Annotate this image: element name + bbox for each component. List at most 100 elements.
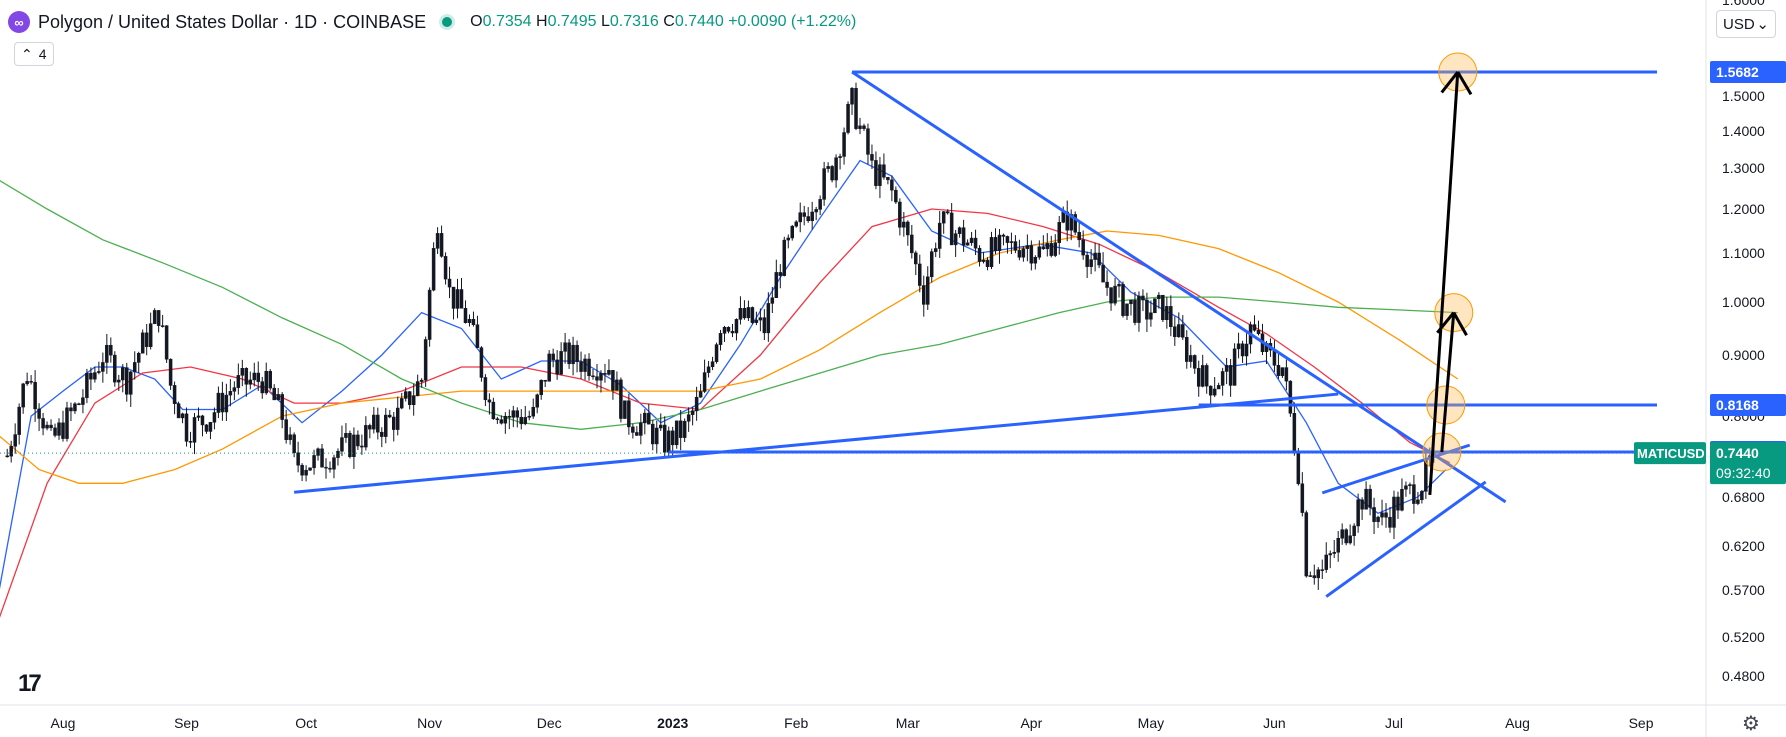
candle-body bbox=[734, 319, 739, 334]
candle-body bbox=[910, 234, 914, 254]
candle-body bbox=[244, 368, 249, 385]
x-tick-label: Feb bbox=[784, 715, 808, 731]
candle-body bbox=[200, 415, 205, 426]
candle-body bbox=[208, 422, 213, 432]
candle-body bbox=[666, 430, 671, 453]
candle-body bbox=[894, 189, 898, 203]
candle-body bbox=[1077, 231, 1081, 241]
candle-body bbox=[17, 406, 21, 435]
tradingview-logo-icon[interactable]: 17 bbox=[18, 670, 42, 697]
candle-body bbox=[1380, 512, 1384, 518]
x-tick-label: May bbox=[1138, 715, 1164, 731]
chevron-up-icon: ⌃ bbox=[21, 45, 33, 62]
candle-body bbox=[702, 372, 707, 392]
candle-body bbox=[539, 379, 543, 396]
candle-body bbox=[140, 332, 145, 354]
y-tick-label: 1.0000 bbox=[1722, 294, 1765, 310]
candle-body bbox=[826, 166, 830, 169]
candle-body bbox=[1396, 496, 1400, 511]
currency-select[interactable]: USD ⌄ bbox=[1716, 10, 1776, 38]
candle-body bbox=[356, 434, 360, 447]
candle-body bbox=[1376, 516, 1380, 522]
candle-body bbox=[431, 248, 436, 291]
candle-body bbox=[1220, 371, 1225, 386]
candle-body bbox=[160, 325, 165, 327]
candle-body bbox=[1117, 284, 1121, 287]
candle-body bbox=[969, 237, 974, 244]
candle-body bbox=[495, 418, 500, 421]
candle-body bbox=[487, 399, 492, 403]
candle-body bbox=[419, 379, 424, 382]
candle-body bbox=[467, 318, 472, 323]
price-badge-label: 0.8168 bbox=[1716, 397, 1759, 413]
candle-body bbox=[1053, 242, 1058, 256]
candle-body bbox=[1384, 512, 1388, 518]
candle-body bbox=[5, 455, 9, 458]
mid-arrow-head bbox=[1436, 311, 1455, 334]
candle-body bbox=[726, 326, 731, 332]
candle-body bbox=[651, 423, 655, 445]
candle-body bbox=[447, 278, 452, 288]
candle-body bbox=[1189, 355, 1193, 362]
candle-body bbox=[300, 464, 304, 476]
indicators-toggle-button[interactable]: ⌃ 4 bbox=[14, 42, 54, 66]
candle-body bbox=[567, 342, 571, 365]
candle-body bbox=[1109, 287, 1113, 304]
polygon-logo-icon: ∞ bbox=[8, 11, 30, 33]
candle-body bbox=[1228, 365, 1233, 386]
y-tick-label: 0.6800 bbox=[1722, 489, 1765, 505]
candle-body bbox=[503, 415, 508, 424]
mid-arrow-shaft bbox=[1440, 312, 1456, 453]
long-support-line bbox=[293, 392, 1339, 494]
candle-body bbox=[455, 289, 460, 309]
candle-body bbox=[1025, 245, 1030, 249]
candle-body bbox=[184, 413, 189, 442]
candle-body bbox=[372, 414, 376, 430]
x-tick-label: Apr bbox=[1020, 715, 1042, 731]
candle-body bbox=[1181, 324, 1185, 338]
candle-body bbox=[1061, 211, 1065, 223]
candle-body bbox=[1129, 299, 1133, 305]
candle-body bbox=[906, 221, 910, 236]
candle-body bbox=[1049, 243, 1054, 256]
candle-body bbox=[858, 125, 862, 129]
candle-body bbox=[69, 407, 73, 412]
candle-body bbox=[57, 422, 61, 436]
market-status-icon bbox=[442, 17, 453, 27]
candle-body bbox=[511, 410, 516, 418]
mid-arrow-head bbox=[1452, 311, 1468, 336]
candle-body bbox=[1332, 552, 1336, 554]
candle-body bbox=[507, 415, 512, 418]
candle-body bbox=[874, 160, 878, 186]
candle-body bbox=[595, 376, 599, 381]
target-arrow-head bbox=[1440, 71, 1459, 94]
candle-body bbox=[403, 391, 408, 399]
candle-body bbox=[384, 414, 388, 437]
gear-icon[interactable]: ⚙ bbox=[1742, 713, 1760, 735]
candle-body bbox=[1200, 365, 1205, 387]
candle-body bbox=[694, 396, 699, 412]
candle-body bbox=[762, 317, 767, 334]
chevron-down-icon: ⌄ bbox=[1756, 16, 1769, 33]
candle-body bbox=[981, 259, 986, 262]
candle-body bbox=[248, 379, 253, 385]
ma-line bbox=[0, 208, 1451, 618]
candle-body bbox=[794, 221, 798, 227]
candle-body bbox=[89, 372, 93, 380]
y-tick-label: 0.9000 bbox=[1722, 347, 1765, 363]
candle-body bbox=[543, 379, 547, 382]
candle-body bbox=[790, 225, 795, 239]
candle-body bbox=[949, 212, 954, 246]
candle-body bbox=[1081, 239, 1085, 256]
candle-body bbox=[308, 467, 312, 471]
candle-body bbox=[1360, 499, 1364, 510]
candle-body bbox=[1416, 499, 1420, 504]
symbol-title[interactable]: Polygon / United States Dollar · 1D · CO… bbox=[38, 11, 427, 32]
candle-body bbox=[890, 179, 894, 191]
candle-body bbox=[109, 344, 113, 356]
candle-body bbox=[531, 406, 535, 417]
candle-body bbox=[782, 239, 787, 276]
candle-body bbox=[1145, 299, 1149, 320]
candle-body bbox=[1280, 367, 1285, 376]
